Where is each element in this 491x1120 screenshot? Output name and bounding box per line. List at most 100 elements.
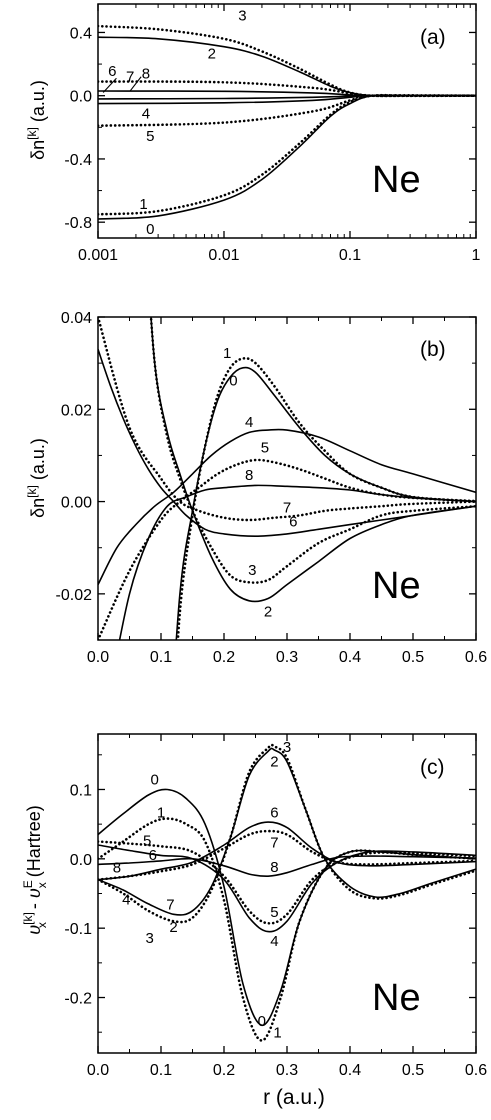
curve-label-8-8: 8: [142, 65, 150, 82]
y-tick-label: 0.1: [70, 782, 92, 799]
y-tick-label: -0.8: [64, 215, 92, 232]
panel-a-data: [98, 24, 476, 220]
curve-label-3-12: 3: [283, 739, 291, 756]
curve-label-6-15: 6: [270, 805, 278, 822]
curve-label-8-8: 8: [245, 467, 253, 484]
panel-c-y-axis-label-main2: υ: [24, 888, 44, 898]
panel-b-x-axis: 0.0 0.1 0.2 0.3 0.4 0.5 0.6: [87, 317, 487, 666]
curve-label-0-9: 0: [258, 1013, 266, 1030]
panel-b-y-axis: 0.04 0.02 0.00 -0.02: [56, 310, 476, 641]
curve-label-1-10: 1: [273, 1025, 281, 1042]
panel-c-x-axis-label: r (a.u.): [263, 1086, 325, 1109]
curve-label-8-17: 8: [270, 859, 278, 876]
curve-label-4-4: 4: [122, 891, 130, 908]
curve-label-3-3: 3: [248, 562, 256, 579]
x-tick-label: 0.0: [87, 649, 109, 666]
y-tick-label: 0.04: [61, 310, 92, 327]
series-line-3: [98, 743, 476, 924]
leader-line-0: [102, 77, 117, 93]
panel-a-label: (a): [420, 26, 446, 49]
curve-label-2-2: 2: [208, 46, 216, 63]
panel-b: 0.0 0.1 0.2 0.3 0.4 0.5 0.6 0.040.020.00-0.02 …: [25, 310, 487, 666]
curve-label-6-6: 6: [289, 513, 297, 530]
x-tick-label: 0.3: [276, 649, 298, 666]
y-tick-label: -0.4: [64, 152, 92, 169]
y-tick-label: 0.0: [70, 852, 92, 869]
curve-label-8-8: 8: [113, 860, 121, 877]
series-line-7: [98, 829, 476, 881]
curve-label-3-3: 3: [145, 930, 153, 947]
panel-c-data: [98, 743, 476, 1042]
x-tick-label: 0.2: [213, 649, 235, 666]
series-line-2: [150, 317, 476, 603]
series-line-6: [98, 80, 476, 98]
y-tick-label: 0.0: [70, 89, 92, 106]
panel-c-x-axis: 0.0 0.1 0.2 0.3 0.4 0.5 0.6: [87, 734, 487, 1079]
curve-label-5-5: 5: [146, 128, 154, 145]
panel-b-label: (b): [420, 338, 446, 361]
curve-label-1-1: 1: [157, 805, 165, 822]
curve-label-2-11: 2: [270, 753, 278, 770]
panel-a-x-axis: 0.001 0.01 0.1 1: [78, 4, 481, 264]
panel-b-atom-label: Ne: [372, 565, 421, 607]
curve-label-5-14: 5: [270, 904, 278, 921]
curve-label-4-4: 4: [142, 106, 150, 123]
curve-label-3-3: 3: [238, 8, 246, 25]
series-line-4: [98, 844, 476, 933]
x-tick-label: 0.4: [339, 1062, 361, 1079]
curve-label-7-7: 7: [283, 499, 291, 516]
series-line-0: [175, 366, 476, 640]
y-tick-label: -0.1: [64, 921, 92, 938]
panel-a-y-axis-label: δn[k] (a.u.): [25, 80, 48, 160]
panel-a-y-axis-label-sup: [k]: [25, 127, 39, 140]
curve-label-7-16: 7: [270, 835, 278, 852]
panel-b-y-axis-label-main: δn: [28, 498, 48, 518]
panel-b-data: [98, 317, 476, 640]
leader-line-1: [129, 76, 142, 92]
panel-a-y-axis: 0.4 0.0 -0.4 -0.8: [64, 25, 476, 232]
panel-c: 0.0 0.1 0.2 0.3 0.4 0.5 0.6 0.1 0.0 -0.1 -0.2 (c)…: [21, 733, 487, 1109]
curve-label-4-13: 4: [270, 933, 278, 950]
panel-c-y-axis: 0.1 0.0 -0.1 -0.2: [64, 754, 476, 1033]
panel-c-y-axis-label-sup: [k]: [21, 912, 35, 925]
series-line-5: [98, 840, 476, 925]
curve-label-2-2: 2: [264, 603, 272, 620]
series-line-8: [98, 855, 476, 878]
panel-b-y-axis-label-unit: (a.u.): [28, 438, 48, 485]
y-tick-label: -0.02: [56, 587, 93, 604]
x-tick-label: 0.6: [465, 649, 487, 666]
curve-label-7-7: 7: [166, 896, 174, 913]
series-line-2: [98, 747, 476, 916]
x-tick-label: 0.5: [402, 1062, 424, 1079]
series-line-5: [98, 94, 476, 127]
series-line-8: [118, 484, 476, 640]
y-tick-label: 0.00: [61, 495, 92, 512]
curve-label-0-0: 0: [146, 221, 154, 238]
curve-label-5-5: 5: [143, 832, 151, 849]
x-tick-label: 1: [472, 247, 481, 264]
y-tick-label: 0.02: [61, 402, 92, 419]
x-tick-label: 0.3: [276, 1062, 298, 1079]
panel-c-label: (c): [420, 756, 445, 779]
series-line-6: [98, 821, 476, 881]
curve-label-6-6: 6: [149, 847, 157, 864]
x-tick-label: 0.01: [208, 247, 239, 264]
curve-label-5-5: 5: [261, 439, 269, 456]
x-tick-label: 0.1: [150, 649, 172, 666]
series-line-1: [176, 356, 476, 640]
curve-label-6-6: 6: [108, 63, 116, 80]
x-tick-label: 0.5: [402, 649, 424, 666]
x-tick-label: 0.2: [213, 1062, 235, 1079]
curve-label-7-7: 7: [126, 68, 134, 85]
x-tick-label: 0.0: [87, 1062, 109, 1079]
panel-b-y-axis-label: δn[k] (a.u.): [25, 438, 48, 518]
series-line-4: [98, 428, 476, 585]
series-line-1: [98, 93, 476, 216]
panel-c-y-axis-label: υ[k]x - υEx (Hartree): [21, 805, 49, 935]
x-tick-label: 0.1: [339, 247, 361, 264]
curve-label-4-4: 4: [245, 414, 253, 431]
x-tick-label: 0.1: [150, 1062, 172, 1079]
curve-label-2-2: 2: [169, 919, 177, 936]
series-line-3: [149, 317, 476, 584]
